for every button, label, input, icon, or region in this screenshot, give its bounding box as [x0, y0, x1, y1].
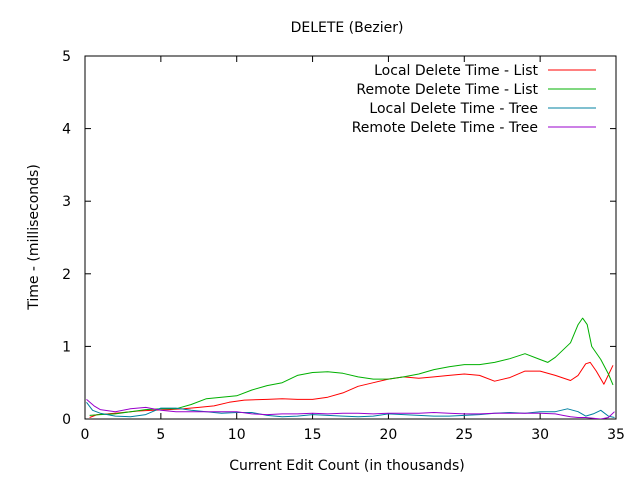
- y-tick-label: 1: [62, 339, 71, 355]
- x-axis-label: Current Edit Count (in thousands): [229, 458, 464, 474]
- series-line-3: [86, 401, 615, 418]
- x-tick-label: 25: [455, 427, 473, 443]
- y-tick-label: 0: [62, 412, 71, 428]
- series-line-2: [89, 317, 614, 416]
- y-tick-label: 2: [62, 267, 71, 283]
- series-line-1: [89, 361, 614, 418]
- legend-label: Remote Delete Time - Tree: [352, 120, 538, 136]
- y-axis-label: Time - (milliseconds): [26, 164, 42, 311]
- y-tick-label: 4: [62, 122, 71, 138]
- chart-title: DELETE (Bezier): [291, 20, 404, 36]
- x-tick-label: 15: [304, 427, 322, 443]
- x-tick-label: 5: [156, 427, 165, 443]
- y-tick-label: 5: [62, 49, 71, 65]
- x-tick-label: 20: [380, 427, 398, 443]
- x-tick-label: 0: [81, 427, 90, 443]
- legend: Local Delete Time - List Remote Delete Ti…: [352, 63, 596, 136]
- y-tick-label: 3: [62, 194, 71, 210]
- x-tick-label: 30: [531, 427, 549, 443]
- legend-label: Remote Delete Time - List: [356, 82, 538, 98]
- legend-label: Local Delete Time - Tree: [369, 101, 538, 117]
- legend-label: Local Delete Time - List: [374, 63, 538, 79]
- axis-ticks: 0 5 10 15 20 25 30 35 0 1 2 3 4 5: [62, 49, 625, 443]
- plot-frame: [84, 55, 617, 420]
- series-group: [86, 317, 615, 419]
- series-line-4: [86, 399, 615, 419]
- x-tick-label: 10: [228, 427, 246, 443]
- x-tick-label: 35: [607, 427, 625, 443]
